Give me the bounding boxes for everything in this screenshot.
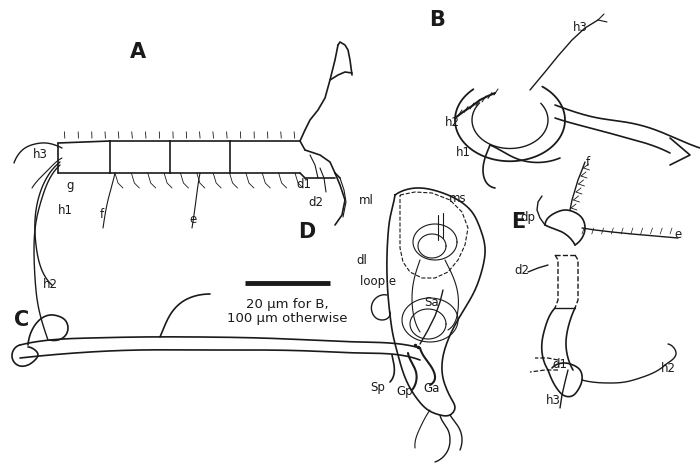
Text: d2: d2: [514, 263, 529, 277]
Text: h2: h2: [444, 115, 459, 129]
Text: h3: h3: [33, 149, 48, 161]
Text: g: g: [66, 178, 74, 192]
Text: ml: ml: [358, 193, 373, 207]
Text: dl: dl: [356, 254, 368, 266]
Text: h1: h1: [456, 146, 470, 158]
Text: f: f: [100, 209, 104, 221]
Text: 100 μm otherwise: 100 μm otherwise: [227, 312, 347, 325]
Text: e: e: [190, 213, 197, 227]
Text: Sa: Sa: [425, 296, 440, 308]
Text: D: D: [298, 222, 316, 242]
Text: h2: h2: [43, 279, 57, 291]
Text: h1: h1: [57, 203, 73, 217]
Text: E: E: [511, 212, 525, 232]
Text: Sp: Sp: [370, 382, 386, 394]
Text: h2: h2: [661, 361, 676, 375]
Text: A: A: [130, 42, 146, 62]
Text: f: f: [586, 156, 590, 168]
Text: Gp: Gp: [397, 385, 413, 398]
Text: e: e: [674, 228, 682, 242]
Text: dp: dp: [521, 211, 536, 225]
Text: d1: d1: [552, 359, 568, 371]
Text: Ga: Ga: [424, 382, 440, 394]
Text: h3: h3: [573, 21, 587, 35]
Text: 20 μm for B,: 20 μm for B,: [246, 298, 328, 311]
Text: C: C: [15, 310, 29, 330]
Text: loop e: loop e: [360, 275, 396, 289]
Text: ms: ms: [449, 192, 467, 204]
Text: h3: h3: [545, 394, 561, 406]
Text: d2: d2: [309, 195, 323, 209]
Text: d1: d1: [297, 178, 312, 192]
Text: B: B: [429, 10, 445, 30]
